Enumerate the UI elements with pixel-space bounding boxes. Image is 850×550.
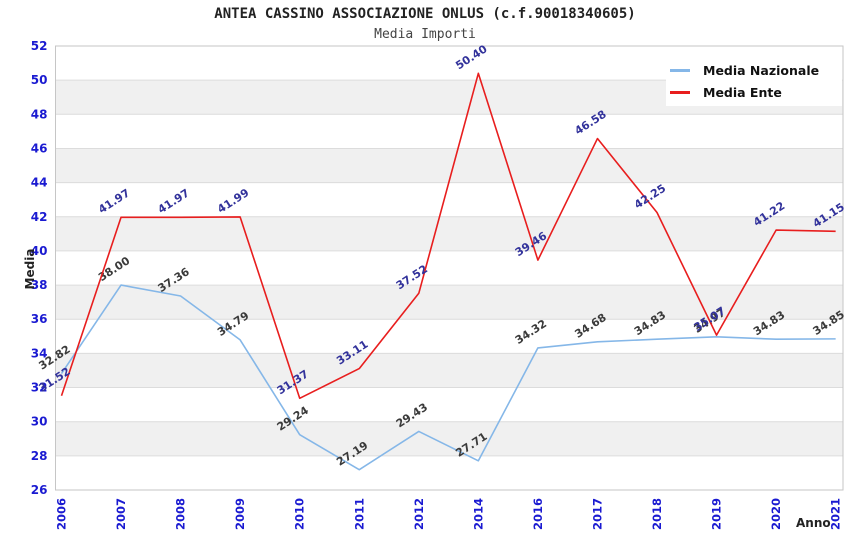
y-tick-label: 26 bbox=[31, 483, 48, 497]
plot-band bbox=[55, 250, 843, 286]
y-tick-label: 48 bbox=[31, 107, 48, 121]
series-line-media-nazionale bbox=[60, 284, 836, 471]
y-tick-label: 34 bbox=[31, 346, 48, 360]
x-tick-label: 2008 bbox=[174, 498, 188, 530]
plot-band bbox=[55, 319, 843, 354]
plot-band bbox=[55, 387, 843, 422]
y-tick-label: 46 bbox=[31, 141, 48, 155]
legend-label-media-nazionale: Media Nazionale bbox=[703, 62, 820, 78]
series-line-media-ente bbox=[60, 72, 836, 400]
plot-band bbox=[55, 285, 843, 320]
y-tick-label: 32 bbox=[31, 381, 48, 395]
x-tick-label: 2014 bbox=[471, 498, 485, 530]
x-tick-label: 2021 bbox=[829, 498, 843, 530]
y-tick-label: 42 bbox=[31, 210, 48, 224]
x-tick-label: 2011 bbox=[352, 498, 366, 530]
y-tick-label: 52 bbox=[31, 39, 48, 53]
plot-band bbox=[55, 455, 843, 490]
x-tick-label: 2010 bbox=[293, 498, 307, 530]
x-tick-label: 2016 bbox=[531, 498, 545, 530]
plot-band bbox=[55, 148, 843, 183]
y-tick-label: 38 bbox=[31, 278, 48, 292]
x-tick-label: 2018 bbox=[650, 498, 664, 530]
x-tick-label: 2020 bbox=[769, 498, 783, 530]
y-tick-label: 44 bbox=[31, 176, 48, 190]
plot-band bbox=[55, 353, 843, 388]
chart-title: ANTEA CASSINO ASSOCIAZIONE ONLUS (c.f.90… bbox=[214, 6, 636, 22]
legend-item-media-nazionale: Media Nazionale bbox=[670, 59, 842, 81]
y-axis-title: Media bbox=[23, 248, 37, 290]
x-tick-label: 2017 bbox=[590, 498, 604, 530]
y-tick-label: 36 bbox=[31, 312, 48, 326]
legend-item-media-ente: Media Ente bbox=[670, 81, 842, 103]
legend: Media Nazionale Media Ente bbox=[666, 56, 842, 106]
y-tick-label: 40 bbox=[31, 244, 48, 258]
x-tick-label: 2012 bbox=[412, 498, 426, 530]
plot-band bbox=[55, 182, 843, 217]
x-axis-title: Anno bbox=[796, 516, 831, 530]
x-tick-label: 2006 bbox=[55, 498, 69, 530]
x-tick-label: 2019 bbox=[710, 498, 724, 530]
x-tick-label: 2007 bbox=[114, 498, 128, 530]
plot-band bbox=[55, 114, 843, 149]
plot-band bbox=[55, 421, 843, 456]
y-tick-label: 50 bbox=[31, 73, 48, 87]
x-tick-label: 2009 bbox=[233, 498, 247, 530]
y-tick-label: 28 bbox=[31, 449, 48, 463]
plot-band bbox=[55, 216, 843, 251]
legend-label-media-ente: Media Ente bbox=[703, 84, 782, 100]
plot-border bbox=[55, 45, 844, 491]
legend-swatch-media-ente bbox=[670, 90, 690, 94]
chart-subtitle: Media Importi bbox=[374, 27, 476, 42]
y-tick-label: 30 bbox=[31, 415, 48, 429]
legend-swatch-media-nazionale bbox=[670, 68, 690, 72]
